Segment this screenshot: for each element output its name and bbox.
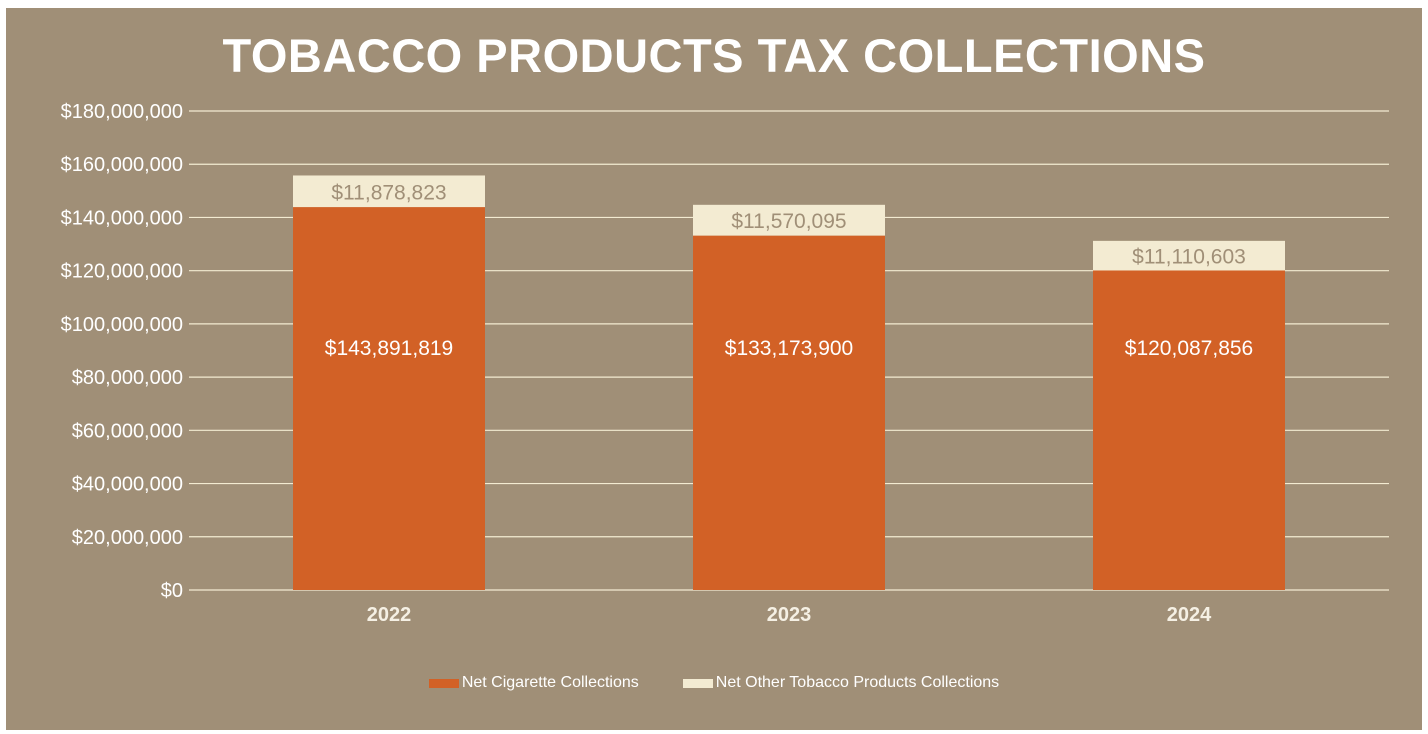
y-tick-label: $80,000,000 bbox=[72, 367, 183, 389]
bar-cigarette-2022 bbox=[293, 207, 485, 590]
plot-area: $0 $20,000,000 $40,000,000 $60,000,000 $80,0… bbox=[61, 101, 1389, 626]
x-category-label: 2023 bbox=[767, 604, 812, 626]
bar-other-tobacco-2024 bbox=[1093, 240, 1285, 271]
x-category-label: 2022 bbox=[367, 604, 412, 626]
legend-swatch-cigarette bbox=[428, 678, 459, 688]
data-label-cigarette-2024: $120,087,856 bbox=[1125, 337, 1253, 360]
data-label-other-tobacco-2023: $11,570,095 bbox=[731, 210, 846, 233]
legend-item-cigarette: Net Cigarette Collections bbox=[428, 674, 639, 692]
legend-label-other-tobacco: Net Other Tobacco Products Collections bbox=[715, 674, 1000, 691]
y-tick-label: $120,000,000 bbox=[61, 261, 183, 283]
legend-swatch-other-tobacco bbox=[682, 678, 713, 688]
y-tick-label: $180,000,000 bbox=[61, 101, 183, 123]
y-tick-label: $100,000,000 bbox=[61, 314, 183, 336]
legend-label-cigarette: Net Cigarette Collections bbox=[461, 674, 639, 691]
chart-panel: TOBACCO PRODUCTS TAX COLLECTIONS $0 $20,0… bbox=[6, 8, 1422, 730]
y-tick-label: $140,000,000 bbox=[61, 207, 183, 229]
bar-cigarette-2023 bbox=[693, 235, 885, 591]
chart-title: TOBACCO PRODUCTS TAX COLLECTIONS bbox=[222, 29, 1206, 82]
bar-other-tobacco-2023 bbox=[693, 204, 885, 236]
y-tick-label: $20,000,000 bbox=[72, 527, 183, 549]
y-tick-label: $0 bbox=[161, 580, 183, 602]
y-tick-label: $40,000,000 bbox=[72, 474, 183, 496]
x-category-label: 2024 bbox=[1167, 604, 1212, 626]
bar-cigarette-2024 bbox=[1093, 270, 1285, 590]
data-label-cigarette-2023: $133,173,900 bbox=[725, 337, 853, 360]
y-tick-label: $160,000,000 bbox=[61, 154, 183, 176]
bar-other-tobacco-2022 bbox=[293, 175, 485, 208]
data-label-other-tobacco-2024: $11,110,603 bbox=[1132, 246, 1246, 269]
data-label-cigarette-2022: $143,891,819 bbox=[325, 337, 453, 360]
legend-item-other-tobacco: Net Other Tobacco Products Collections bbox=[682, 674, 1000, 692]
legend: Net Cigarette Collections Net Other Toba… bbox=[6, 674, 1422, 692]
y-tick-label: $60,000,000 bbox=[72, 420, 183, 442]
data-label-other-tobacco-2022: $11,878,823 bbox=[331, 181, 446, 204]
